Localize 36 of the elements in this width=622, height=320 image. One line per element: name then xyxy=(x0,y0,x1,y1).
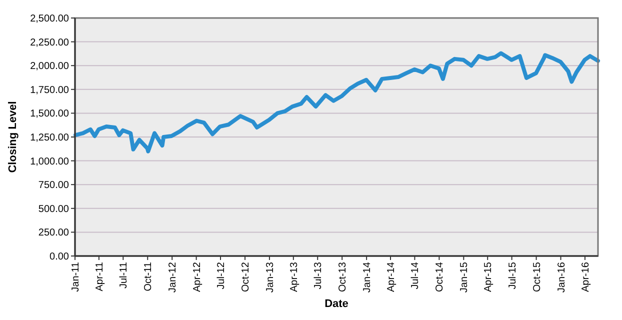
y-tick-label: 1,250.00 xyxy=(30,132,70,144)
x-tick-label: Jan-11 xyxy=(70,262,82,292)
y-tick-label: 2,500.00 xyxy=(30,14,70,24)
x-tick-label: Jul-14 xyxy=(410,262,422,290)
x-tick-label: Apr-13 xyxy=(288,262,300,292)
x-tick-label: Oct-11 xyxy=(143,262,154,292)
x-tick-label: Jul-11 xyxy=(118,262,130,288)
x-tick-label: Apr-16 xyxy=(580,262,592,292)
x-tick-label: Jan-14 xyxy=(362,262,374,293)
y-tick-label: 0.00 xyxy=(50,252,70,262)
y-tick-label: 750.00 xyxy=(38,180,70,192)
y-tick-label: 2,000.00 xyxy=(30,61,70,72)
x-tick-label: Jan-13 xyxy=(264,262,276,293)
x-tick-label: Jul-13 xyxy=(313,262,324,290)
x-tick-label: Jul-15 xyxy=(507,262,518,290)
y-tick-label: 1,000.00 xyxy=(30,156,70,168)
x-axis-title: Date xyxy=(324,298,348,310)
x-tick-label: Apr-14 xyxy=(386,262,398,292)
x-tick-label: Apr-12 xyxy=(192,262,203,292)
x-tick-label: Apr-15 xyxy=(483,262,494,292)
x-tick-label: Jan-15 xyxy=(459,262,470,293)
y-axis-title: Closing Level xyxy=(7,101,19,173)
y-tick-label: 2,250.00 xyxy=(30,37,70,48)
x-tick-label: Apr-11 xyxy=(94,262,106,292)
y-tick-label: 500.00 xyxy=(38,204,70,215)
y-tick-label: 250.00 xyxy=(38,228,70,239)
y-tick-label: 1,750.00 xyxy=(30,84,70,96)
x-tick-label: Oct-13 xyxy=(338,262,349,292)
x-tick-label: Jul-12 xyxy=(216,262,228,290)
x-tick-label: Oct-14 xyxy=(434,262,446,292)
y-tick-label: 1,500.00 xyxy=(30,108,70,120)
x-tick-label: Oct-15 xyxy=(532,262,543,292)
x-tick-label: Jan-12 xyxy=(168,262,179,293)
x-tick-label: Jan-16 xyxy=(556,262,568,293)
x-tick-label: Oct-12 xyxy=(240,262,252,292)
line-series xyxy=(74,51,600,154)
